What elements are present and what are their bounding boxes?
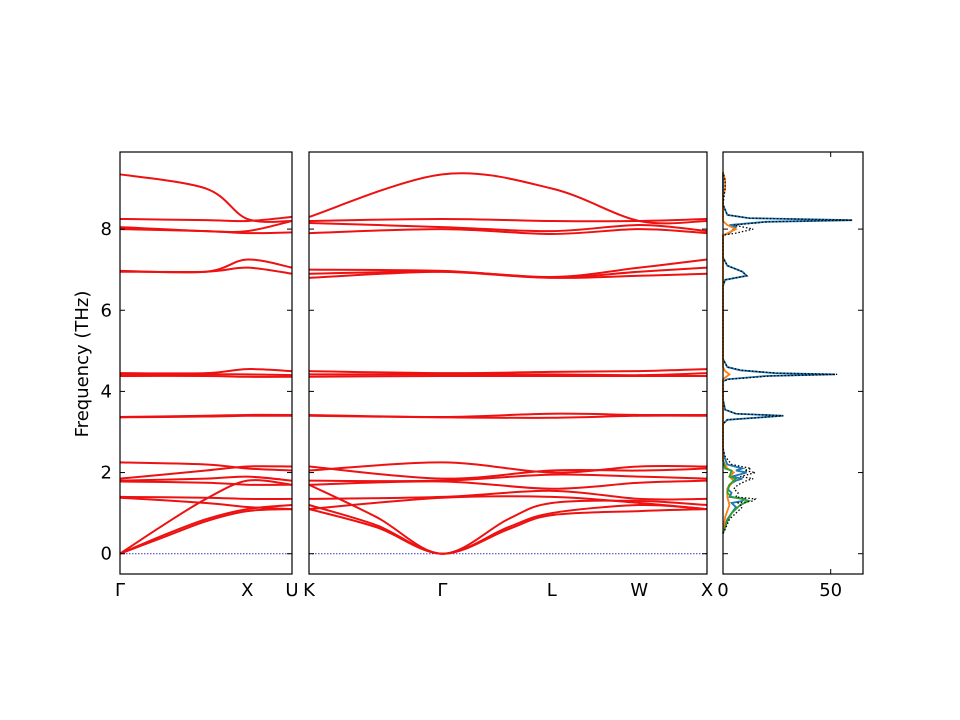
phonon-band [308, 374, 707, 378]
dos-series [722, 172, 853, 534]
plot-frame [119, 151, 293, 575]
phonon-band [308, 372, 708, 377]
phonon-band [119, 215, 293, 223]
phonon-band [308, 479, 708, 490]
phonon-band [119, 479, 293, 555]
phonon-band [119, 465, 293, 480]
phonon-band [119, 496, 293, 511]
phonon-band [119, 173, 293, 223]
phonon-band [308, 228, 708, 235]
phonon-band [119, 228, 293, 235]
phonon-band [308, 503, 708, 555]
phonon-band [119, 266, 293, 275]
phonon-band [308, 508, 708, 555]
phonon-band [119, 504, 293, 555]
phonon-band [308, 465, 708, 480]
phonon-band [308, 473, 708, 483]
y-tick-label: 2 [101, 463, 112, 484]
y-axis-title: Frequency (THz) [72, 291, 93, 438]
phonon-band [119, 373, 293, 377]
x-tick-label: X [701, 580, 713, 601]
x-tick-label: U [285, 580, 298, 601]
phonon-band [308, 217, 708, 223]
x-tick-label: L [547, 580, 557, 601]
phonon-band [308, 270, 708, 279]
phonon-band [119, 414, 293, 419]
dos-series [722, 172, 853, 534]
dos-panel: 0 50 [717, 151, 864, 601]
phonon-band [308, 483, 708, 555]
phonon-band [119, 495, 293, 501]
phonon-band [119, 508, 293, 555]
plot-frame [722, 151, 864, 575]
y-tick-label: 6 [101, 300, 112, 321]
plot-frame [308, 151, 708, 575]
x-tick-label: 50 [819, 580, 842, 601]
phonon-band [119, 368, 293, 375]
dos-series [722, 460, 752, 534]
x-tick-label: K [303, 580, 316, 601]
x-tick-label: Γ [437, 580, 447, 601]
phonon-band [119, 461, 293, 472]
band-panel-left: 0 2 4 6 8 Γ X U [101, 151, 299, 601]
phonon-band [308, 172, 708, 225]
phonon-band [308, 368, 708, 375]
phonon-band [119, 480, 293, 486]
x-tick-label: X [241, 580, 253, 601]
phonon-band [308, 414, 708, 419]
x-tick-label: 0 [717, 580, 728, 601]
x-tick-label: W [630, 580, 648, 601]
y-tick-label: 8 [101, 219, 112, 240]
phonon-band [308, 222, 708, 233]
x-tick-label: Γ [115, 580, 125, 601]
y-tick-label: 4 [101, 381, 112, 402]
y-tick-label: 0 [101, 544, 112, 565]
phonon-band [308, 489, 708, 501]
phonon-band [308, 461, 708, 474]
phonon-band [119, 475, 293, 482]
phonon-band [119, 374, 293, 378]
